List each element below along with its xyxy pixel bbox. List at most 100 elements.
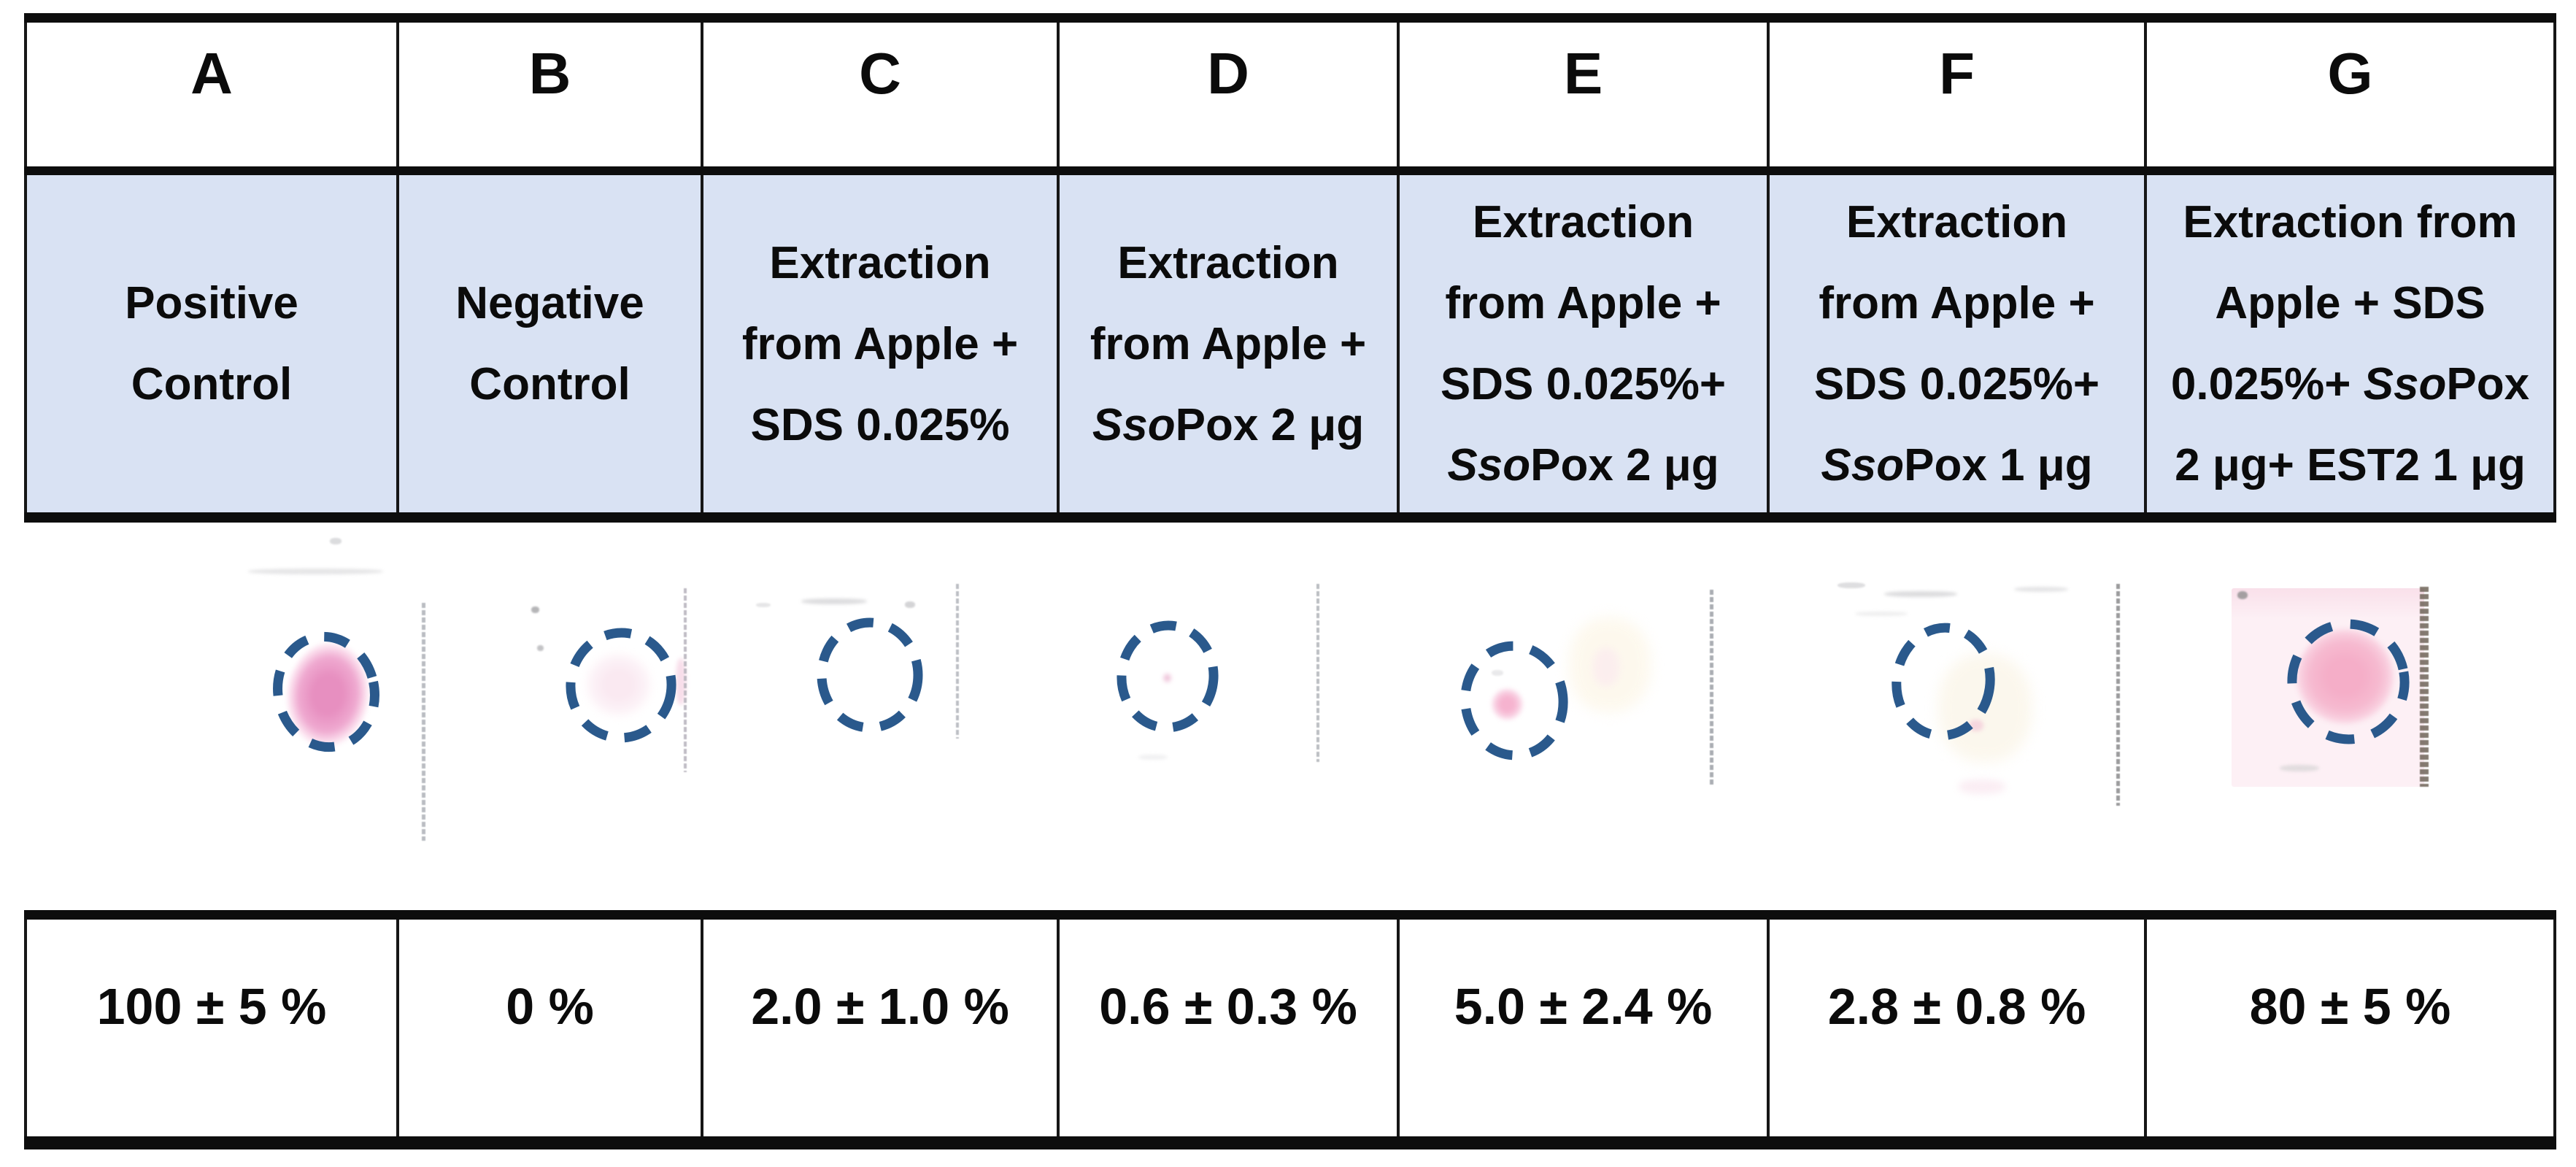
strip-photo-G [2232,588,2424,787]
result-cell-E: 5.0 ± 2.4 % [1400,920,1770,1136]
column-letter: F [1939,41,1975,106]
signal-percentage: 5.0 ± 2.4 % [1454,977,1713,1035]
column-letter: A [190,41,233,106]
header-cell-C: C [703,23,1060,166]
description-line: 2 μg+ EST2 1 μg [2175,440,2526,490]
column-letter: B [528,41,571,106]
strip-edge-line-B [684,588,687,772]
result-cell-A: 100 ± 5 % [27,920,399,1136]
header-cell-F: F [1770,23,2147,166]
description-line: from Apple + [741,318,1019,369]
photo-smudge [2237,591,2248,599]
description-line: Extraction [1472,197,1694,247]
description-line: Extraction [1117,237,1339,288]
rule-below-header [24,166,2556,175]
description-line: 0.025%+ SsoPox [2170,359,2530,409]
header-cell-G: G [2147,23,2556,166]
photo-smudge [248,569,383,574]
header-cell-E: E [1400,23,1770,166]
description-line: SsoPox 2 μg [1447,440,1719,490]
signal-percentage: 100 ± 5 % [96,977,327,1035]
photo-smudge [801,598,867,604]
description-line: SDS 0.025%+ [1440,359,1727,409]
description-line: Positive [125,278,298,328]
dashed-circle-marker-A [273,631,379,752]
dashed-circle-marker-E [1460,641,1568,760]
strip-edge-line-E [1710,590,1713,785]
rule-below-description [24,512,2556,523]
strip-edge-line-C [956,584,959,739]
result-cell-G: 80 ± 5 % [2147,920,2556,1136]
strip-edge-line-G [2420,587,2429,787]
header-cell-B: B [399,23,703,166]
description-cell-C: Extraction from Apple + SDS 0.025% [703,175,1060,512]
photo-smudge [2280,765,2319,771]
italic-species-prefix: Sso [1447,440,1531,490]
assay-spot-B [580,647,662,732]
photo-smudge [1938,654,2032,762]
signal-percentage: 0 % [506,977,594,1035]
description-cell-F: Extraction from Apple + SDS 0.025%+ SsoPox … [1770,175,2147,512]
photo-smudge [905,601,915,608]
photo-smudge [1593,648,1619,686]
strip-edge-line-D [1316,584,1319,762]
photo-smudge [1969,720,1983,731]
description-line: Extraction from [2183,197,2518,247]
dashed-circle-marker-B [566,628,676,743]
signal-percentage: 0.6 ± 0.3 % [1099,977,1357,1035]
rule-above-results [24,910,2556,920]
column-letter: D [1207,41,1249,106]
result-cell-B: 0 % [399,920,703,1136]
photo-smudge [1855,612,1908,616]
dashed-circle-marker-C [817,617,923,733]
header-row: A B C D E F G [24,23,2556,166]
photo-smudge [1138,755,1168,760]
description-line: Control [469,359,630,409]
column-letter: G [2327,41,2373,106]
result-cell-F: 2.8 ± 0.8 % [1770,920,2147,1136]
photo-smudge [537,645,544,651]
photo-smudge [330,538,342,544]
result-cell-C: 2.0 ± 1.0 % [703,920,1060,1136]
description-line: Extraction [769,237,991,288]
description-line: from Apple + [1819,278,2095,328]
italic-species-prefix: Sso [2363,359,2447,409]
description-cell-E: Extraction from Apple + SDS 0.025%+ SsoPox … [1400,175,1770,512]
description-line: Extraction [1846,197,2068,247]
description-line: from Apple + [1090,318,1367,369]
strip-edge-line-A [422,603,425,841]
description-cell-B: Negative Control [399,175,703,512]
italic-species-prefix: Sso [1821,440,1905,490]
assay-spot-D [1162,672,1173,685]
signal-percentage: 2.0 ± 1.0 % [751,977,1009,1035]
description-line: SDS 0.025% [750,399,1010,450]
signal-percentage: 2.8 ± 0.8 % [1827,977,2086,1035]
description-line: SsoPox 2 μg [1092,399,1365,450]
header-cell-D: D [1060,23,1400,166]
description-cell-A: Positive Control [27,175,399,512]
photo-smudge [2014,587,2068,592]
photo-smudge [756,603,771,607]
description-line: SDS 0.025%+ [1813,359,2100,409]
column-letter: E [1563,41,1603,106]
description-line: Control [131,359,293,409]
rule-top [24,13,2556,23]
dashed-circle-marker-D [1117,620,1219,733]
signal-percentage: 80 ± 5 % [2249,977,2451,1035]
italic-species-prefix: Sso [1092,399,1176,450]
result-cell-D: 0.6 ± 0.3 % [1060,920,1400,1136]
column-letter: C [859,41,901,106]
rule-bottom [24,1136,2556,1149]
description-row: Positive Control Negative Control Extraction… [24,175,2556,512]
photo-smudge [1837,582,1865,588]
assay-spot-A [278,636,382,769]
photo-smudge [1492,670,1503,676]
photo-smudge [1959,779,2005,794]
description-line: SsoPox 1 μg [1821,440,2093,490]
dashed-circle-marker-G [2287,619,2410,744]
photo-smudge [676,658,686,705]
description-line: Negative [455,278,644,328]
description-cell-D: Extraction from Apple + SsoPox 2 μg [1060,175,1400,512]
photo-smudge [1884,591,1957,597]
